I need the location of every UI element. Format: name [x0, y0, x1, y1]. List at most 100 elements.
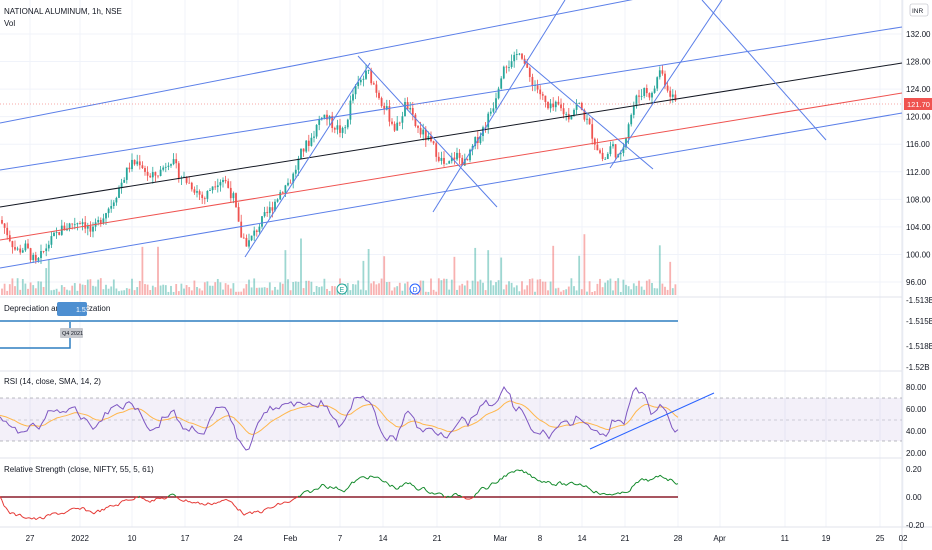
lower-channel-line[interactable]	[0, 112, 903, 269]
volume-bar	[586, 291, 588, 295]
candle-body	[24, 243, 27, 251]
relative-strength-segment	[67, 509, 71, 512]
event-markers[interactable]: E D	[336, 283, 421, 295]
candle-body	[294, 169, 297, 174]
volume-bar	[422, 280, 425, 295]
candle-body	[458, 152, 461, 158]
relative-strength-segment	[579, 483, 583, 487]
volume-bar	[331, 285, 334, 295]
candle-body	[599, 150, 601, 153]
volume-bar	[523, 289, 526, 295]
volume-bar	[263, 287, 266, 295]
relative-strength-segment	[573, 483, 577, 486]
volume-bar	[562, 290, 565, 295]
volume-bar	[151, 285, 154, 295]
relative-strength-segment	[167, 494, 171, 498]
volume-bar	[24, 283, 27, 295]
currency-badge[interactable]: INR	[909, 3, 929, 17]
lower-mid-channel-line[interactable]	[0, 92, 903, 241]
relative-strength-segment	[173, 494, 177, 497]
volume-bar	[214, 282, 217, 295]
svg-text:60.00: 60.00	[906, 405, 927, 414]
volume-bar	[216, 278, 219, 295]
candle-body	[552, 103, 555, 108]
candle-body	[531, 76, 534, 86]
volume-bar	[518, 291, 521, 295]
relative-strength-segment	[191, 501, 195, 504]
relative-strength-segment	[319, 484, 323, 488]
volume-bar	[354, 284, 357, 295]
volume-bar	[92, 285, 94, 295]
relative-strength-segment	[633, 482, 637, 486]
volume-bar	[105, 284, 107, 295]
relative-strength-segment	[277, 502, 281, 505]
candle-body	[164, 166, 167, 168]
candle-body	[133, 159, 136, 165]
relative-strength-segment	[439, 492, 443, 495]
relative-strength-segment	[503, 475, 507, 477]
relative-strength-segment	[159, 497, 163, 500]
volume-bar	[370, 283, 373, 295]
candle-body	[105, 213, 107, 219]
relative-strength-segment	[521, 469, 525, 474]
time-tick: 14	[578, 534, 587, 543]
volume-bar	[136, 287, 139, 295]
upper-mid-channel-line[interactable]	[0, 26, 903, 171]
volume-bar	[248, 279, 250, 295]
volume-bar	[131, 278, 133, 295]
relative-strength-segment	[455, 492, 459, 496]
candle-body	[198, 191, 201, 195]
rising-trend-line-3[interactable]	[609, 0, 723, 169]
candle-body	[385, 106, 388, 110]
time-tick: 24	[234, 534, 243, 543]
volume-bar	[115, 288, 118, 295]
price-axis[interactable]: 132.00 128.00 124.00 120.00 116.00 112.00 108.…	[906, 30, 931, 287]
relative-strength-segment	[37, 516, 41, 519]
candle-body	[219, 182, 222, 186]
relative-strength-segment	[643, 478, 647, 481]
falling-trend-line-2[interactable]	[523, 59, 654, 170]
volume-bar	[391, 290, 393, 295]
relative-strength-segment	[627, 490, 631, 493]
falling-trend-line-1[interactable]	[357, 55, 498, 208]
volume-bar	[6, 290, 9, 295]
candle-body	[409, 108, 412, 110]
relative-strength-segment	[79, 507, 83, 510]
candle-body	[47, 244, 50, 249]
volume-bar	[409, 291, 412, 295]
candle-body	[32, 254, 35, 260]
median-line[interactable]	[0, 62, 903, 208]
volume-bar	[206, 281, 209, 295]
relative-strength-segment	[309, 491, 313, 494]
relative-strength-segment	[415, 488, 419, 491]
volume-bar	[112, 279, 115, 295]
upper-channel-line[interactable]	[0, 0, 702, 124]
volume-bar	[388, 281, 391, 295]
candle-body	[172, 159, 175, 165]
earnings-marker-icon	[336, 283, 348, 295]
time-axis[interactable]: 27 2022 10 17 24 Feb 7 14 21 Mar 8 14 21 28 Apr 11 19 25 0…	[26, 534, 908, 543]
volume-bar	[664, 286, 666, 295]
relative-strength-segment	[185, 499, 189, 503]
volume-bar	[328, 291, 331, 295]
rising-trend-line-1[interactable]	[244, 62, 371, 258]
rising-trend-line-2[interactable]	[432, 0, 566, 213]
time-tick: Feb	[283, 534, 297, 543]
trend-lines[interactable]	[0, 0, 903, 269]
relative-strength-segment	[139, 495, 143, 499]
candle-body	[245, 237, 248, 247]
relative-strength-segment	[301, 491, 305, 495]
candle-body	[68, 223, 71, 229]
relative-strength-segment	[103, 507, 107, 511]
candle-body	[188, 182, 191, 184]
relative-strength-segment	[513, 469, 517, 473]
candle-body	[307, 140, 310, 146]
falling-trend-line-3[interactable]	[701, 0, 827, 141]
relative-strength-segment	[275, 502, 279, 506]
volume-bar	[300, 238, 302, 295]
relative-strength-segment	[545, 480, 549, 484]
volume-bar	[292, 282, 295, 295]
candle-body	[276, 199, 279, 202]
candle-body	[648, 93, 651, 98]
